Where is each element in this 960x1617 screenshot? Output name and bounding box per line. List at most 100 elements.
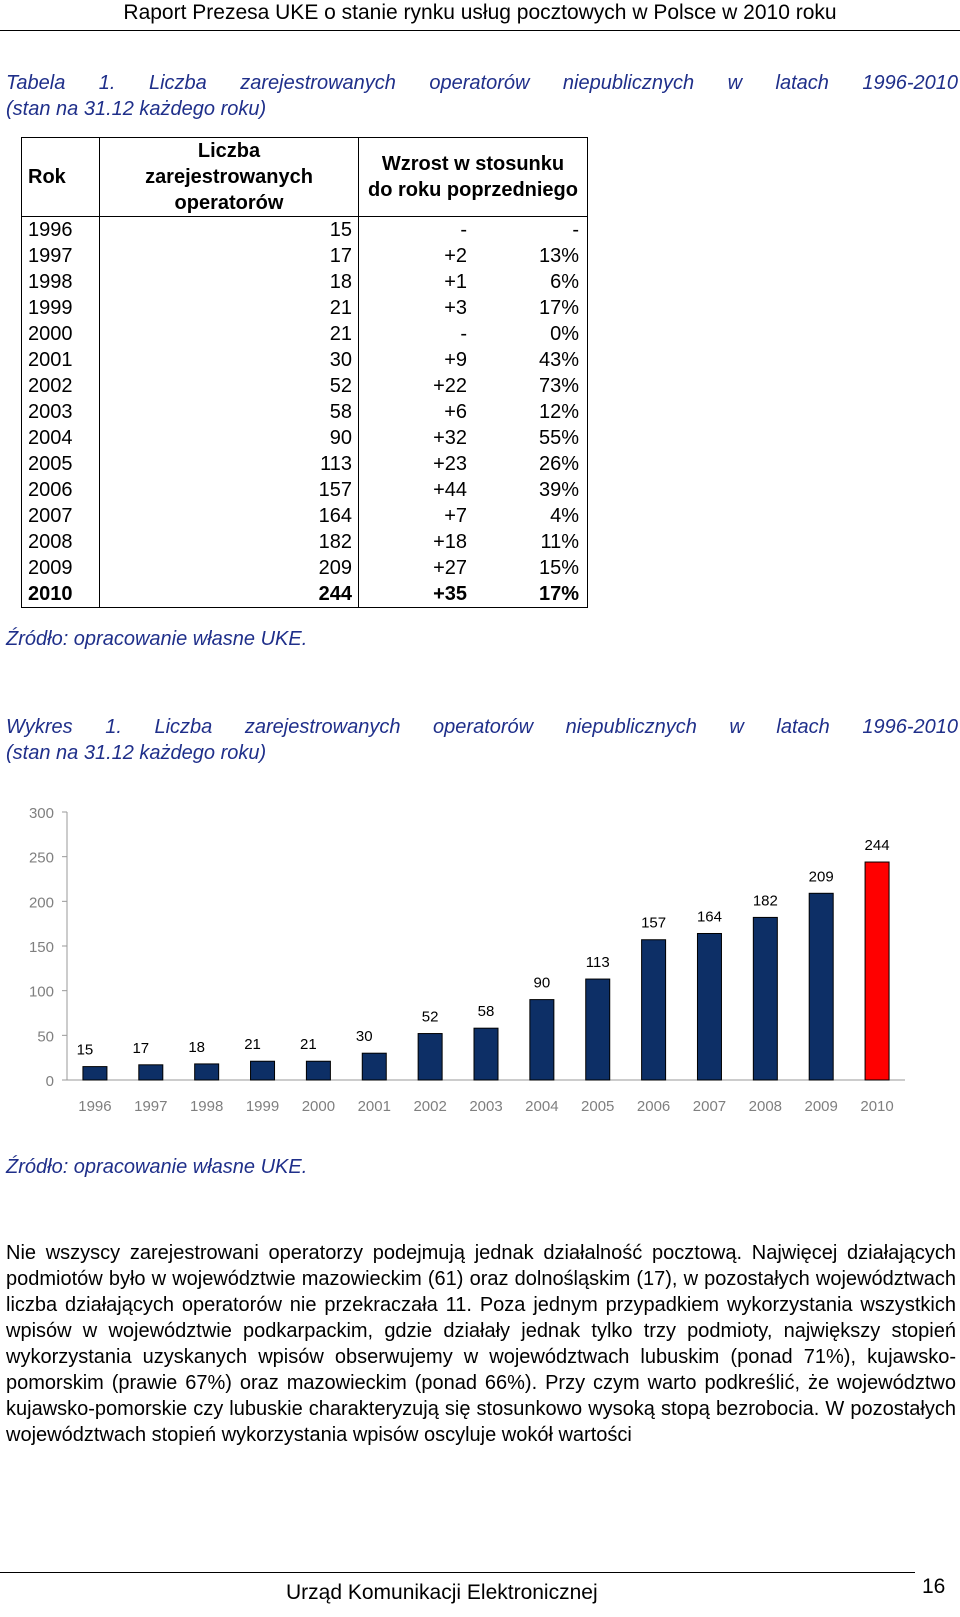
- data-label: 244: [865, 837, 890, 854]
- cell-year: 2010: [21, 581, 100, 608]
- bar: [194, 1063, 220, 1081]
- cell-increase: +23: [358, 451, 471, 477]
- table-row: 2000 21-0%: [21, 321, 588, 347]
- cell-year: 1996: [21, 216, 100, 243]
- x-tick-label: 2007: [693, 1098, 726, 1115]
- cell-percent: 39%: [471, 477, 588, 503]
- cell-year: 2008: [21, 529, 100, 555]
- table-caption-line1: Tabela 1. Liczba zarejestrowanych operat…: [6, 72, 958, 94]
- chart-source: Źródło: opracowanie własne UKE.: [6, 1156, 308, 1178]
- cell-percent: 26%: [471, 451, 588, 477]
- col-header-increase: Wzrost w stosunku do roku poprzedniego: [358, 137, 588, 217]
- cell-increase: -: [358, 321, 471, 347]
- cell-count: 52: [99, 373, 359, 399]
- cell-increase: +27: [358, 555, 471, 581]
- y-tick-label: 150: [29, 939, 54, 956]
- cell-year: 1999: [21, 295, 100, 321]
- x-tick-label: 2006: [637, 1098, 670, 1115]
- cell-percent: 11%: [471, 529, 588, 555]
- table-row: 2010 244 +35 17%: [21, 581, 588, 608]
- table-row: 2006 157 +44 39%: [21, 477, 588, 503]
- table-row: 2003 58 +6 12%: [21, 399, 588, 425]
- cell-percent: 17%: [471, 581, 588, 608]
- cell-year: 2005: [21, 451, 100, 477]
- data-label: 21: [300, 1036, 317, 1053]
- table-row: 2007 164 +7 4%: [21, 503, 588, 529]
- data-label: 113: [586, 954, 610, 971]
- bar: [417, 1033, 443, 1081]
- cell-count: 21: [99, 295, 359, 321]
- cell-increase: +6: [358, 399, 471, 425]
- bar: [82, 1066, 108, 1081]
- data-label: 164: [697, 908, 722, 925]
- cell-percent: 55%: [471, 425, 588, 451]
- cell-year: 2000: [21, 321, 100, 347]
- table-caption-line2: (stan na 31.12 każdego roku): [6, 98, 267, 120]
- table-row: 2001 30 +9 43%: [21, 347, 588, 373]
- data-label: 182: [753, 892, 778, 909]
- chart-caption: Wykres 1. Liczba zarejestrowanych operat…: [6, 714, 958, 766]
- x-tick-label: 2000: [302, 1098, 335, 1115]
- cell-increase: +32: [358, 425, 471, 451]
- cell-year: 2009: [21, 555, 100, 581]
- bar: [250, 1060, 276, 1081]
- cell-percent: 13%: [471, 243, 588, 269]
- bar: [696, 932, 722, 1081]
- x-tick-label: 2001: [358, 1098, 391, 1115]
- header-divider: [0, 30, 960, 31]
- x-tick-label: 2010: [860, 1098, 893, 1115]
- table-row: 1997 17 +2 13%: [21, 243, 588, 269]
- cell-count: 18: [99, 269, 359, 295]
- y-tick-label: 50: [37, 1028, 54, 1045]
- y-tick-label: 100: [29, 984, 54, 1001]
- cell-year: 1997: [21, 243, 100, 269]
- y-tick-label: 250: [29, 850, 54, 867]
- cell-percent: 0%: [471, 321, 588, 347]
- cell-percent: -: [471, 216, 588, 243]
- cell-increase: +2: [358, 243, 471, 269]
- x-tick-label: 2003: [469, 1098, 502, 1115]
- data-label: 90: [534, 975, 551, 992]
- bar: [529, 999, 555, 1081]
- cell-year: 2003: [21, 399, 100, 425]
- cell-percent: 12%: [471, 399, 588, 425]
- cell-percent: 73%: [471, 373, 588, 399]
- table-row: 2004 90 +32 55%: [21, 425, 588, 451]
- cell-percent: 15%: [471, 555, 588, 581]
- cell-year: 2002: [21, 373, 100, 399]
- cell-percent: 6%: [471, 269, 588, 295]
- cell-count: 17: [99, 243, 359, 269]
- x-tick-label: 1997: [134, 1098, 167, 1115]
- data-label: 21: [244, 1036, 261, 1053]
- x-tick-label: 2002: [413, 1098, 446, 1115]
- data-label: 58: [478, 1003, 495, 1020]
- bar: [808, 892, 834, 1081]
- bar: [305, 1060, 331, 1081]
- data-label: 209: [809, 868, 834, 885]
- operators-bar-chart: 0 50 100 150 200 250 300 15 1996 17 1997 18 1998 21 19…: [29, 805, 905, 1115]
- x-tick-label: 2009: [805, 1098, 838, 1115]
- data-label: 52: [422, 1009, 439, 1026]
- bar: [585, 978, 611, 1081]
- table-row: 1999 21 +3 17%: [21, 295, 588, 321]
- table-caption: Tabela 1. Liczba zarejestrowanych operat…: [6, 70, 958, 122]
- cell-increase: +18: [358, 529, 471, 555]
- bar: [361, 1052, 387, 1081]
- chart-caption-line2: (stan na 31.12 każdego roku): [6, 742, 267, 764]
- cell-year: 2006: [21, 477, 100, 503]
- body-paragraph: Nie wszyscy zarejestrowani operatorzy po…: [6, 1242, 956, 1446]
- cell-percent: 4%: [471, 503, 588, 529]
- x-tick-label: 1999: [246, 1098, 279, 1115]
- cell-increase: +44: [358, 477, 471, 503]
- chart-caption-line1: Wykres 1. Liczba zarejestrowanych operat…: [6, 716, 958, 738]
- table-row: 1996 15- -: [21, 216, 588, 243]
- cell-count: 113: [99, 451, 359, 477]
- col-header-year: Rok: [21, 137, 100, 217]
- cell-increase: -: [358, 216, 471, 243]
- footer-divider: [0, 1572, 915, 1573]
- table-row: 2008 182 +18 11%: [21, 529, 588, 555]
- cell-count: 21: [99, 321, 359, 347]
- cell-year: 2007: [21, 503, 100, 529]
- y-tick-label: 200: [29, 894, 54, 911]
- cell-count: 58: [99, 399, 359, 425]
